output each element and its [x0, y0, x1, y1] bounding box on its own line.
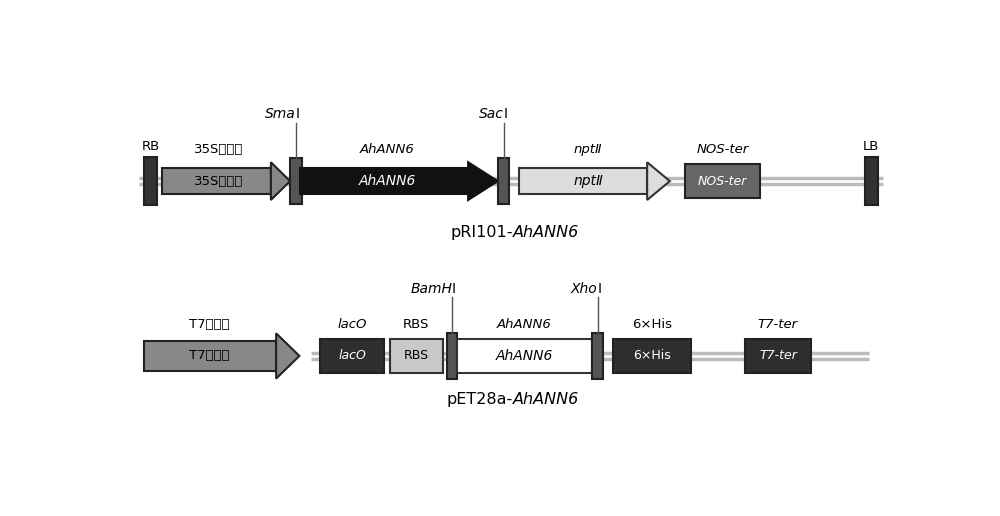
Bar	[320, 339, 384, 373]
Text: 35S启动子: 35S启动子	[194, 174, 243, 188]
Text: NOS-ter: NOS-ter	[696, 143, 749, 156]
Text: RBS: RBS	[404, 349, 429, 362]
Text: AhANN6: AhANN6	[496, 349, 553, 363]
Text: T7-ter: T7-ter	[758, 318, 798, 331]
Bar	[745, 339, 811, 373]
Text: AhANN6: AhANN6	[358, 174, 416, 188]
Text: Ⅰ: Ⅰ	[504, 107, 508, 121]
Text: T7-ter: T7-ter	[759, 349, 797, 362]
Polygon shape	[647, 162, 670, 200]
Text: 35S启动子: 35S启动子	[194, 143, 243, 156]
Bar	[865, 157, 878, 205]
Text: Sac: Sac	[479, 107, 504, 121]
Polygon shape	[162, 168, 271, 194]
Text: lacO: lacO	[337, 318, 367, 331]
Polygon shape	[468, 162, 498, 200]
Bar	[447, 333, 457, 379]
Text: AhANN6: AhANN6	[497, 318, 552, 331]
Text: AhANN6: AhANN6	[360, 143, 414, 156]
Bar	[390, 339, 443, 373]
Text: T7启动子: T7启动子	[189, 349, 230, 362]
Bar	[144, 157, 157, 205]
Text: 6×His: 6×His	[632, 318, 672, 331]
Text: LB: LB	[863, 140, 880, 153]
Text: Ⅰ: Ⅰ	[598, 282, 602, 296]
Text: pET28a-: pET28a-	[446, 392, 512, 407]
Polygon shape	[519, 168, 647, 194]
Bar	[290, 158, 302, 204]
Text: BamH: BamH	[410, 282, 452, 296]
Polygon shape	[271, 162, 290, 200]
Text: T7启动子: T7启动子	[189, 318, 230, 331]
Text: AhANN6: AhANN6	[512, 392, 579, 407]
Bar	[685, 164, 760, 198]
Text: lacO: lacO	[338, 349, 366, 362]
Text: RB: RB	[141, 140, 160, 153]
Polygon shape	[276, 333, 299, 379]
Polygon shape	[300, 168, 468, 194]
Text: nptⅡ: nptⅡ	[574, 143, 602, 156]
Bar	[457, 339, 592, 373]
Text: Ⅰ: Ⅰ	[452, 282, 456, 296]
Text: AhANN6: AhANN6	[512, 225, 579, 240]
Text: Sma: Sma	[265, 107, 296, 121]
Bar	[498, 158, 509, 204]
Text: Ⅰ: Ⅰ	[296, 107, 300, 121]
Bar	[613, 339, 691, 373]
Polygon shape	[144, 341, 276, 372]
Bar	[592, 333, 603, 379]
Text: Xho: Xho	[571, 282, 598, 296]
Text: NOS-ter: NOS-ter	[698, 174, 747, 188]
Text: nptⅡ: nptⅡ	[573, 174, 603, 188]
Text: RBS: RBS	[403, 318, 430, 331]
Text: pRI101-: pRI101-	[450, 225, 512, 240]
Text: 6×His: 6×His	[633, 349, 671, 362]
